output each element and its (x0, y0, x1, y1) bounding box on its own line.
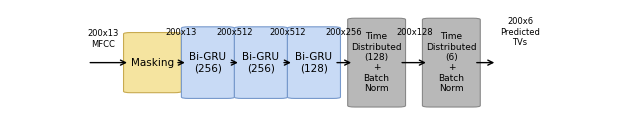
FancyBboxPatch shape (182, 27, 234, 98)
Text: Masking: Masking (131, 58, 174, 68)
Text: 200x128: 200x128 (397, 28, 434, 37)
Text: 200x6
Predicted
TVs: 200x6 Predicted TVs (500, 17, 540, 47)
Text: 200x13
MFCC: 200x13 MFCC (87, 29, 119, 49)
Text: 200x256: 200x256 (325, 28, 362, 37)
FancyBboxPatch shape (234, 27, 287, 98)
FancyBboxPatch shape (287, 27, 340, 98)
Text: 200x512: 200x512 (269, 28, 305, 37)
Text: Bi-GRU
(256): Bi-GRU (256) (190, 52, 226, 73)
FancyBboxPatch shape (348, 18, 406, 107)
Text: Bi-GRU
(256): Bi-GRU (256) (243, 52, 279, 73)
Text: Time
Distributed
(128)
+
Batch
Norm: Time Distributed (128) + Batch Norm (351, 32, 402, 93)
Text: Bi-GRU
(128): Bi-GRU (128) (295, 52, 332, 73)
FancyBboxPatch shape (422, 18, 480, 107)
FancyBboxPatch shape (124, 32, 182, 93)
Text: Time
Distributed
(6)
+
Batch
Norm: Time Distributed (6) + Batch Norm (426, 32, 476, 93)
Text: 200x13: 200x13 (165, 28, 197, 37)
Text: 200x512: 200x512 (216, 28, 253, 37)
